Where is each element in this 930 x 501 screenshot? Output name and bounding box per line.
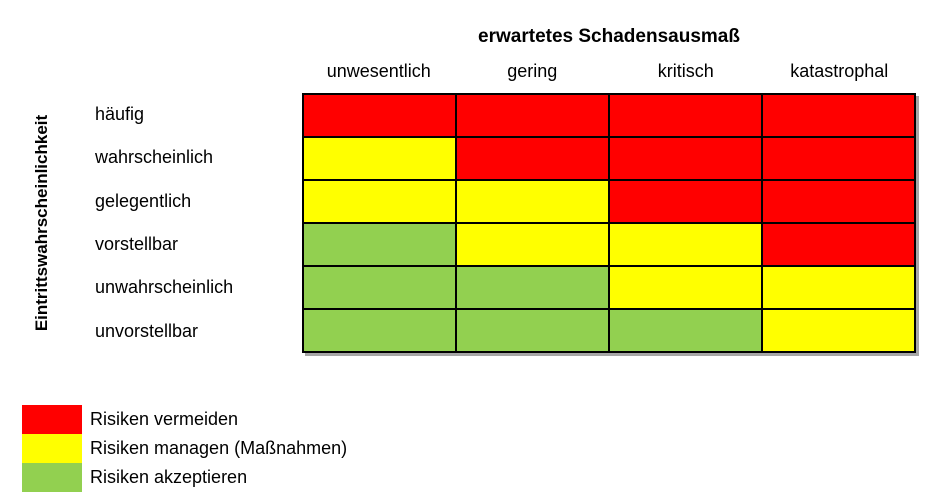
- matrix-cell-r2-c0: [304, 181, 455, 222]
- legend-swatch-red: [22, 405, 82, 434]
- legend-row-green: Risiken akzeptieren: [22, 463, 347, 492]
- y-axis-label: Eintrittswahrscheinlichkeit: [32, 114, 51, 332]
- matrix-cell-r3-c2: [610, 224, 761, 265]
- matrix-cell-r5-c3: [763, 310, 914, 351]
- matrix-cell-r1-c3: [763, 138, 914, 179]
- column-headers: unwesentlich gering kritisch katastrophal: [302, 56, 916, 86]
- matrix-cell-r2-c2: [610, 181, 761, 222]
- matrix-cell-r4-c3: [763, 267, 914, 308]
- matrix-cell-r4-c1: [457, 267, 608, 308]
- risk-matrix-grid: [302, 93, 916, 353]
- matrix-cell-r2-c3: [763, 181, 914, 222]
- matrix-cell-r0-c2: [610, 95, 761, 136]
- matrix-cell-r4-c2: [610, 267, 761, 308]
- legend: Risiken vermeiden Risiken managen (Maßnah…: [22, 405, 347, 492]
- matrix-cell-r2-c1: [457, 181, 608, 222]
- matrix-cell-r5-c0: [304, 310, 455, 351]
- matrix-cell-r3-c0: [304, 224, 455, 265]
- matrix-cell-r1-c1: [457, 138, 608, 179]
- matrix-cell-r5-c1: [457, 310, 608, 351]
- row-label-0: häufig: [95, 104, 145, 125]
- matrix-cell-r5-c2: [610, 310, 761, 351]
- legend-swatch-green: [22, 463, 82, 492]
- legend-label-green: Risiken akzeptieren: [90, 467, 248, 487]
- column-header-2: kritisch: [657, 61, 714, 81]
- row-label-3: vorstellbar: [95, 234, 179, 255]
- row-label-4: unwahrscheinlich: [95, 277, 234, 298]
- row-label-5: unvorstellbar: [95, 320, 199, 341]
- row-label-2: gelegentlich: [95, 190, 192, 211]
- matrix-cell-r3-c1: [457, 224, 608, 265]
- legend-label-red: Risiken vermeiden: [90, 409, 239, 429]
- matrix-cell-r0-c0: [304, 95, 455, 136]
- matrix-cell-r0-c3: [763, 95, 914, 136]
- matrix-cell-r1-c2: [610, 138, 761, 179]
- row-label-1: wahrscheinlich: [95, 147, 214, 168]
- matrix-cell-r0-c1: [457, 95, 608, 136]
- legend-row-red: Risiken vermeiden: [22, 405, 347, 434]
- matrix-cell-r1-c0: [304, 138, 455, 179]
- matrix-cell-r4-c0: [304, 267, 455, 308]
- column-header-1: gering: [507, 61, 558, 81]
- column-header-0: unwesentlich: [326, 61, 431, 81]
- legend-label-yellow: Risiken managen (Maßnahmen): [90, 438, 348, 458]
- column-header-3: katastrophal: [790, 61, 889, 81]
- matrix-cell-r3-c3: [763, 224, 914, 265]
- legend-row-yellow: Risiken managen (Maßnahmen): [22, 434, 347, 463]
- x-axis-title: erwartetes Schadensausmaß: [478, 26, 740, 47]
- legend-swatch-yellow: [22, 434, 82, 463]
- row-labels: häufig wahrscheinlich gelegentlich vorstell…: [95, 93, 295, 353]
- y-axis-label-container: Eintrittswahrscheinlichkeit: [18, 93, 66, 353]
